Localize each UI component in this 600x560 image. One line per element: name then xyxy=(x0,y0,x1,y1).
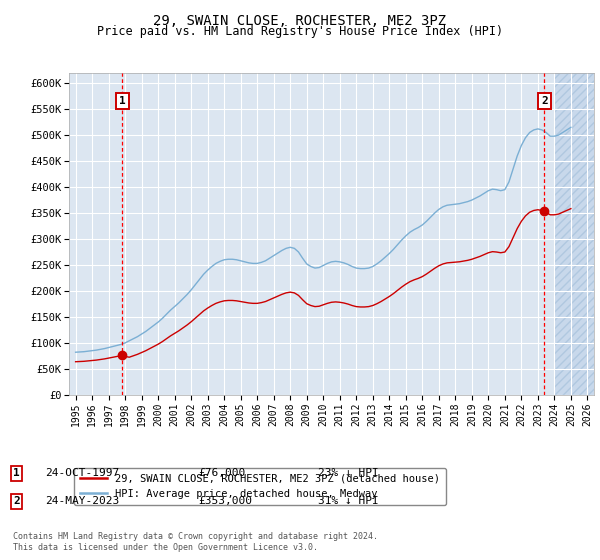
Text: 23% ↓ HPI: 23% ↓ HPI xyxy=(318,468,379,478)
Text: 2: 2 xyxy=(541,96,548,106)
Legend: 29, SWAIN CLOSE, ROCHESTER, ME2 3PZ (detached house), HPI: Average price, detach: 29, SWAIN CLOSE, ROCHESTER, ME2 3PZ (det… xyxy=(74,468,446,505)
Text: 2: 2 xyxy=(13,496,20,506)
Text: 31% ↓ HPI: 31% ↓ HPI xyxy=(318,496,379,506)
Text: 1: 1 xyxy=(13,468,20,478)
Text: 1: 1 xyxy=(119,96,125,106)
Bar xyxy=(554,73,600,395)
Text: £353,000: £353,000 xyxy=(198,496,252,506)
Text: Contains HM Land Registry data © Crown copyright and database right 2024.: Contains HM Land Registry data © Crown c… xyxy=(13,532,378,541)
Text: This data is licensed under the Open Government Licence v3.0.: This data is licensed under the Open Gov… xyxy=(13,543,318,552)
Text: 29, SWAIN CLOSE, ROCHESTER, ME2 3PZ: 29, SWAIN CLOSE, ROCHESTER, ME2 3PZ xyxy=(154,14,446,28)
Text: 24-OCT-1997: 24-OCT-1997 xyxy=(45,468,119,478)
Bar xyxy=(554,73,600,395)
Text: Price paid vs. HM Land Registry's House Price Index (HPI): Price paid vs. HM Land Registry's House … xyxy=(97,25,503,38)
Text: 24-MAY-2023: 24-MAY-2023 xyxy=(45,496,119,506)
Text: £76,000: £76,000 xyxy=(198,468,245,478)
